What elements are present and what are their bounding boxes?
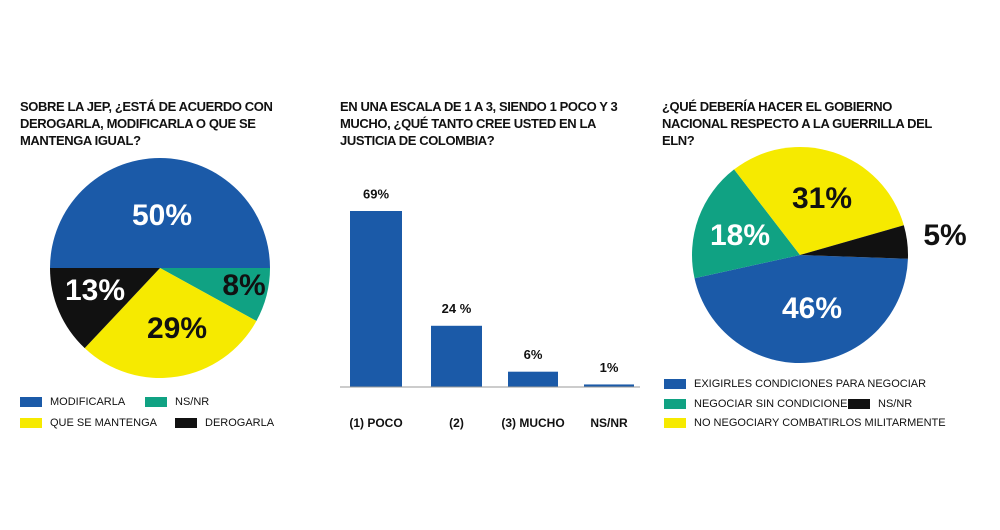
data-label: 69% [363, 186, 389, 201]
bar [431, 325, 482, 387]
legend-swatch [664, 379, 686, 389]
legend-swatch [20, 418, 42, 428]
data-label: 31% [792, 182, 852, 215]
legend-label: MODIFICARLA [50, 396, 126, 408]
bar [584, 384, 634, 387]
data-label: 24 % [442, 301, 472, 316]
pie-slice [800, 225, 908, 259]
bar [350, 211, 402, 387]
legend-label: EXIGIRLES CONDICIONES PARA NEGOCIAR [694, 378, 926, 390]
pie-slice [694, 255, 908, 364]
legend-label: NO NEGOCIARY COMBATIRLOS MILITARMENTE [694, 417, 946, 429]
legend-swatch [848, 399, 870, 409]
pie-slice [692, 169, 800, 279]
legend-label: NS/NR [878, 398, 912, 410]
pie-slice [84, 268, 257, 378]
data-label: 29% [147, 312, 207, 345]
data-label: 5% [923, 219, 966, 252]
data-label: 1% [600, 360, 619, 375]
legend-swatch [664, 399, 686, 409]
chart-title: EN UNA ESCALA DE 1 A 3, SIENDO 1 POCO Y … [340, 99, 618, 148]
data-label: 18% [710, 219, 770, 252]
legend-swatch [145, 397, 167, 407]
chart-title: SOBRE LA JEP, ¿ESTÁ DE ACUERDO CON DEROG… [20, 99, 273, 148]
legend-label: QUE SE MANTENGA [50, 417, 158, 429]
x-tick-label: (2) [449, 416, 464, 430]
pie-slice [50, 158, 270, 268]
chart-title: ¿QUÉ DEBERÍA HACER EL GOBIERNO NACIONAL … [662, 99, 932, 148]
legend-label: NEGOCIAR SIN CONDICIONES [694, 398, 855, 410]
x-tick-label: (3) MUCHO [501, 416, 564, 430]
data-label: 50% [132, 199, 192, 232]
data-label: 8% [222, 269, 265, 302]
bar [508, 371, 558, 387]
pie-slice [50, 268, 160, 349]
x-tick-label: NS/NR [590, 416, 628, 430]
data-label: 13% [65, 274, 125, 307]
data-label: 46% [782, 292, 842, 325]
data-label: 6% [524, 347, 543, 362]
legend-label: NS/NR [175, 396, 209, 408]
legend-swatch [664, 418, 686, 428]
x-tick-label: (1) POCO [349, 416, 402, 430]
legend-swatch [175, 418, 197, 428]
legend-label: DEROGARLA [205, 417, 275, 429]
legend-swatch [20, 397, 42, 407]
pie-slice [160, 268, 270, 321]
pie-slice [734, 146, 904, 255]
